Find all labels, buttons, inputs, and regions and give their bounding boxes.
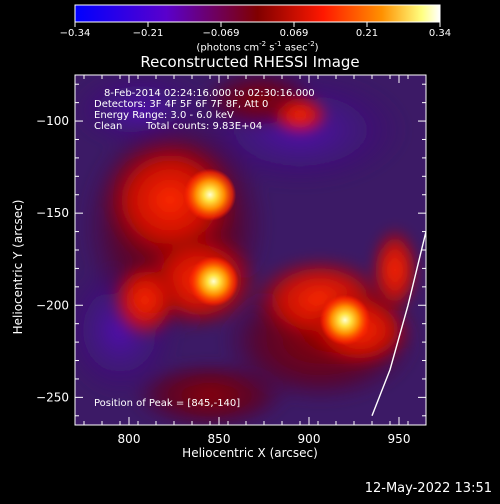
colorbar-units-mid1: s xyxy=(266,42,275,54)
x-tick-label: 900 xyxy=(298,432,321,446)
x-axis-label: Heliocentric X (arcsec) xyxy=(182,446,318,460)
colorbar-units-suffix: ) xyxy=(314,42,319,54)
y-tick-label: −250 xyxy=(36,390,69,404)
y-tick-label: −150 xyxy=(36,206,69,220)
colorbar xyxy=(75,5,440,22)
x-tick-label: 950 xyxy=(388,432,411,446)
colorbar-tick-label: 0.21 xyxy=(356,28,378,39)
colorbar-tick-label: −0.34 xyxy=(60,28,91,39)
hxr-source xyxy=(319,294,371,346)
colorbar-tick-label: 0.34 xyxy=(429,28,451,39)
y-tick-label: −200 xyxy=(36,298,69,312)
annotation-method: Clean xyxy=(94,121,123,132)
colorbar-units-exp1: -2 xyxy=(259,40,267,48)
colorbar-units-prefix: (photons cm xyxy=(196,42,260,54)
colorbar-tick-label: 0.069 xyxy=(280,28,309,39)
annotation-energy: Energy Range: 3.0 - 6.0 keV xyxy=(94,110,234,121)
y-axis-label: Heliocentric Y (arcsec) xyxy=(11,199,25,335)
colorbar-tick-label: −0.069 xyxy=(202,28,239,39)
heatmap-image xyxy=(75,75,426,425)
chart-title: Reconstructed RHESSI Image xyxy=(140,53,360,71)
colorbar-units-mid2: asec xyxy=(281,42,308,54)
colorbar-units-exp2: -1 xyxy=(274,40,282,48)
annotation-detectors: Detectors: 3F 4F 5F 6F 7F 8F, Att 0 xyxy=(94,99,269,110)
hxr-source xyxy=(188,256,239,307)
axis-ticks: 800 850 900 950 −100 −150 −200 −250 xyxy=(36,75,426,446)
colorbar-units-exp3: -2 xyxy=(307,40,315,48)
solar-limb-arc xyxy=(371,231,426,417)
colorbar-tick-label: −0.21 xyxy=(133,28,164,39)
annotation-peak-position: Position of Peak = [845,-140] xyxy=(94,398,241,409)
colorbar-units: (photons cm-2 s-1 asec-2) xyxy=(75,40,440,53)
x-tick-label: 800 xyxy=(118,432,141,446)
colorbar-ticks: −0.34 −0.21 −0.069 0.069 0.21 0.34 xyxy=(60,22,451,39)
y-tick-label: −100 xyxy=(36,114,69,128)
annotation-counts: Total counts: 9.83E+04 xyxy=(146,121,263,132)
hxr-source xyxy=(183,168,237,221)
colorbar-frame xyxy=(74,4,441,23)
annotation-time-range: 8-Feb-2014 02:24:16.000 to 02:30:16.000 xyxy=(104,88,315,99)
x-tick-label: 850 xyxy=(208,432,231,446)
footer-timestamp: 12-May-2022 13:51 xyxy=(364,481,492,496)
